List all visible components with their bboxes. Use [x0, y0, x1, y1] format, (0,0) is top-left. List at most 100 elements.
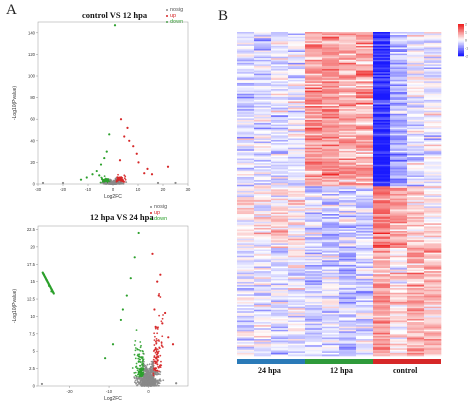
- heatmap-cell: [407, 164, 425, 167]
- heatmap-cell: [373, 153, 391, 156]
- heatmap-cell: [254, 274, 272, 277]
- heatmap-cell: [322, 244, 340, 247]
- heatmap-cell: [288, 223, 306, 226]
- heatmap-cell: [373, 322, 391, 324]
- point-nosig: [148, 379, 151, 382]
- heatmap-cell: [390, 166, 408, 169]
- point-up: [118, 159, 122, 162]
- point-nosig: [134, 379, 137, 382]
- heatmap-cell: [322, 56, 340, 59]
- heatmap-cell: [407, 93, 425, 96]
- heatmap-cell: [322, 345, 340, 348]
- heatmap-cell: [407, 56, 425, 59]
- heatmap-cell: [373, 76, 391, 79]
- heatmap-cell: [339, 50, 357, 53]
- heatmap-cell: [407, 173, 425, 176]
- heatmap-cell: [271, 289, 289, 292]
- point-down: [141, 371, 144, 374]
- heatmap-cell: [271, 335, 289, 338]
- point-down: [125, 294, 128, 297]
- heatmap-cell: [271, 44, 289, 47]
- colorbar-tick-label: 0: [465, 39, 467, 43]
- heatmap-cell: [305, 59, 323, 62]
- heatmap-cell: [254, 44, 272, 47]
- heatmap-cell: [424, 194, 442, 196]
- point-nosig: [150, 379, 153, 381]
- heatmap-cell: [390, 113, 408, 116]
- heatmap-cell: [271, 76, 289, 79]
- heatmap-cell: [390, 118, 408, 121]
- heatmap-cell: [271, 118, 289, 121]
- point-up: [158, 365, 161, 368]
- heatmap-cell: [407, 52, 425, 54]
- heatmap-cell: [373, 274, 391, 277]
- heatmap-cell: [373, 339, 391, 341]
- heatmap-cell: [407, 177, 425, 179]
- heatmap-cell: [237, 278, 255, 281]
- heatmap-cell: [237, 143, 255, 145]
- heatmap-cell: [356, 189, 374, 192]
- heatmap-cell: [390, 98, 408, 101]
- heatmap-cell: [356, 59, 374, 62]
- heatmap-cell: [322, 76, 340, 79]
- point-nosig: [144, 380, 147, 383]
- heatmap-cell: [356, 294, 374, 297]
- heatmap-cell: [305, 153, 323, 156]
- heatmap-cell: [254, 326, 272, 329]
- point-nosig: [147, 372, 150, 375]
- heatmap-cell: [305, 161, 323, 164]
- heatmap-cell: [254, 67, 272, 70]
- heatmap-cell: [390, 315, 408, 318]
- heatmap-cell: [356, 206, 374, 209]
- point-nosig: [150, 366, 153, 368]
- heatmap-cell: [254, 203, 272, 206]
- heatmap-cell: [356, 226, 374, 229]
- heatmap-cell: [339, 217, 357, 219]
- heatmap-cell: [373, 288, 391, 290]
- heatmap-cell: [373, 72, 391, 74]
- heatmap-cell: [271, 143, 289, 145]
- heatmap-cell: [305, 62, 323, 65]
- heatmap-cell: [322, 86, 340, 88]
- heatmap-cell: [407, 84, 425, 87]
- heatmap-cell: [322, 195, 340, 198]
- heatmap-cell: [339, 55, 357, 57]
- heatmap-cell: [288, 115, 306, 118]
- point-nosig: [143, 365, 146, 368]
- heatmap-cell: [407, 181, 425, 184]
- heatmap-cell: [390, 180, 408, 182]
- heatmap-cell: [237, 187, 255, 190]
- heatmap-cell: [305, 180, 323, 182]
- heatmap-cell: [237, 248, 255, 250]
- heatmap-cell: [373, 181, 391, 184]
- heatmap-cell: [390, 251, 408, 253]
- heatmap-cell: [339, 226, 357, 229]
- heatmap-cell: [305, 166, 323, 169]
- heatmap-cell: [424, 81, 442, 84]
- heatmap-cell: [356, 204, 374, 207]
- heatmap-cell: [322, 161, 340, 164]
- heatmap-cell: [305, 339, 323, 341]
- heatmap-cell: [305, 158, 323, 161]
- heatmap-cell: [390, 286, 408, 289]
- heatmap-cell: [305, 73, 323, 76]
- heatmap-cell: [271, 33, 289, 36]
- heatmap-cell: [237, 61, 255, 64]
- heatmap-cell: [339, 195, 357, 198]
- heatmap-cell: [237, 69, 255, 71]
- heatmap-cell: [339, 263, 357, 266]
- heatmap-cell: [254, 277, 272, 280]
- heatmap-cell: [271, 173, 289, 176]
- heatmap-cell: [322, 308, 340, 311]
- heatmap-cell: [237, 335, 255, 338]
- heatmap-cell: [305, 189, 323, 192]
- heatmap-cell: [373, 116, 391, 119]
- heatmap-cell: [339, 150, 357, 153]
- heatmap-cell: [271, 112, 289, 115]
- heatmap-cell: [288, 84, 306, 87]
- heatmap-cell: [254, 229, 272, 232]
- heatmap-cell: [271, 160, 289, 162]
- heatmap-cell: [288, 226, 306, 229]
- heatmap-cell: [373, 38, 391, 41]
- point-up: [150, 173, 154, 176]
